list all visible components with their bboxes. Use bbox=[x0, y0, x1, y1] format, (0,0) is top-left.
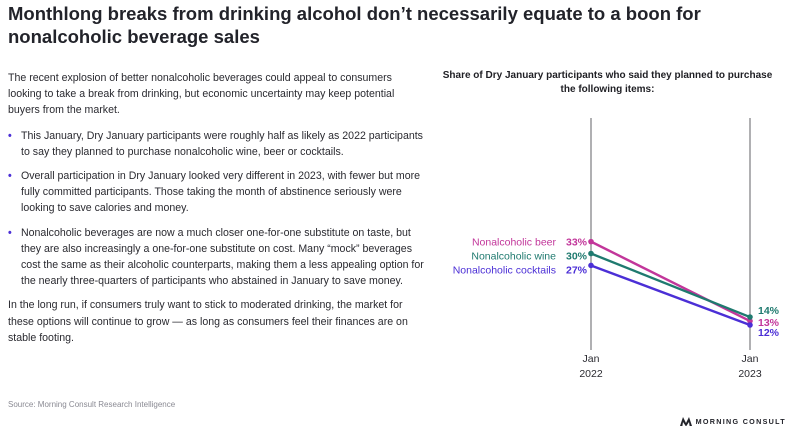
data-label: 12% bbox=[758, 327, 780, 339]
bullet-item: • Nonalcoholic beverages are now a much c… bbox=[8, 225, 428, 290]
series-name-label: Nonalcoholic wine bbox=[471, 251, 556, 263]
data-point bbox=[588, 238, 594, 245]
bullet-marker: • bbox=[8, 129, 12, 142]
bullet-text: This January, Dry January participants w… bbox=[21, 129, 423, 158]
x-tick-label: 2023 bbox=[738, 368, 762, 380]
series-line bbox=[590, 264, 751, 327]
bullet-list: • This January, Dry January participants … bbox=[8, 128, 428, 290]
chart-title: Share of Dry January participants who sa… bbox=[442, 70, 773, 95]
data-point bbox=[747, 318, 753, 324]
page-title: Monthlong breaks from drinking alcohol d… bbox=[8, 3, 701, 47]
x-tick-label: Jan bbox=[742, 353, 759, 365]
data-point bbox=[588, 250, 594, 257]
series-line bbox=[590, 240, 751, 323]
bullet-item: • This January, Dry January participants … bbox=[8, 128, 428, 160]
series-name-label: Nonalcoholic cocktails bbox=[453, 264, 556, 276]
data-label: 27% bbox=[566, 264, 588, 276]
x-tick-label: 2022 bbox=[579, 368, 603, 380]
logo-mark-icon bbox=[679, 417, 692, 426]
data-label: 33% bbox=[566, 237, 588, 249]
data-label: 13% bbox=[758, 317, 780, 329]
x-tick-label: Jan bbox=[583, 353, 600, 365]
data-point bbox=[747, 322, 753, 328]
bullet-text: Nonalcoholic beverages are now a much cl… bbox=[21, 226, 424, 288]
bullet-text: Overall participation in Dry January loo… bbox=[21, 170, 421, 215]
brand-logo: MORNING CONSULT bbox=[679, 417, 786, 426]
bullet-item: • Overall participation in Dry January lo… bbox=[8, 168, 428, 217]
line-chart: Nonalcoholic beer 33% 13% Nonalcoholic wine… bbox=[453, 118, 780, 380]
series-line bbox=[590, 252, 751, 319]
series-name-label: Nonalcoholic beer bbox=[472, 237, 557, 249]
article-body: The recent explosion of better nonalcoho… bbox=[8, 70, 428, 355]
data-point bbox=[588, 262, 594, 269]
bullet-marker: • bbox=[8, 170, 12, 183]
data-point bbox=[747, 314, 753, 320]
source-note: Source: Morning Consult Research Intelli… bbox=[8, 400, 176, 409]
closing-paragraph: In the long run, if consumers truly want… bbox=[8, 299, 408, 344]
logo-text: MORNING CONSULT bbox=[695, 417, 786, 426]
bullet-marker: • bbox=[8, 226, 12, 239]
intro-paragraph: The recent explosion of better nonalcoho… bbox=[8, 72, 395, 117]
data-label: 30% bbox=[566, 251, 588, 263]
data-label: 14% bbox=[758, 305, 780, 317]
